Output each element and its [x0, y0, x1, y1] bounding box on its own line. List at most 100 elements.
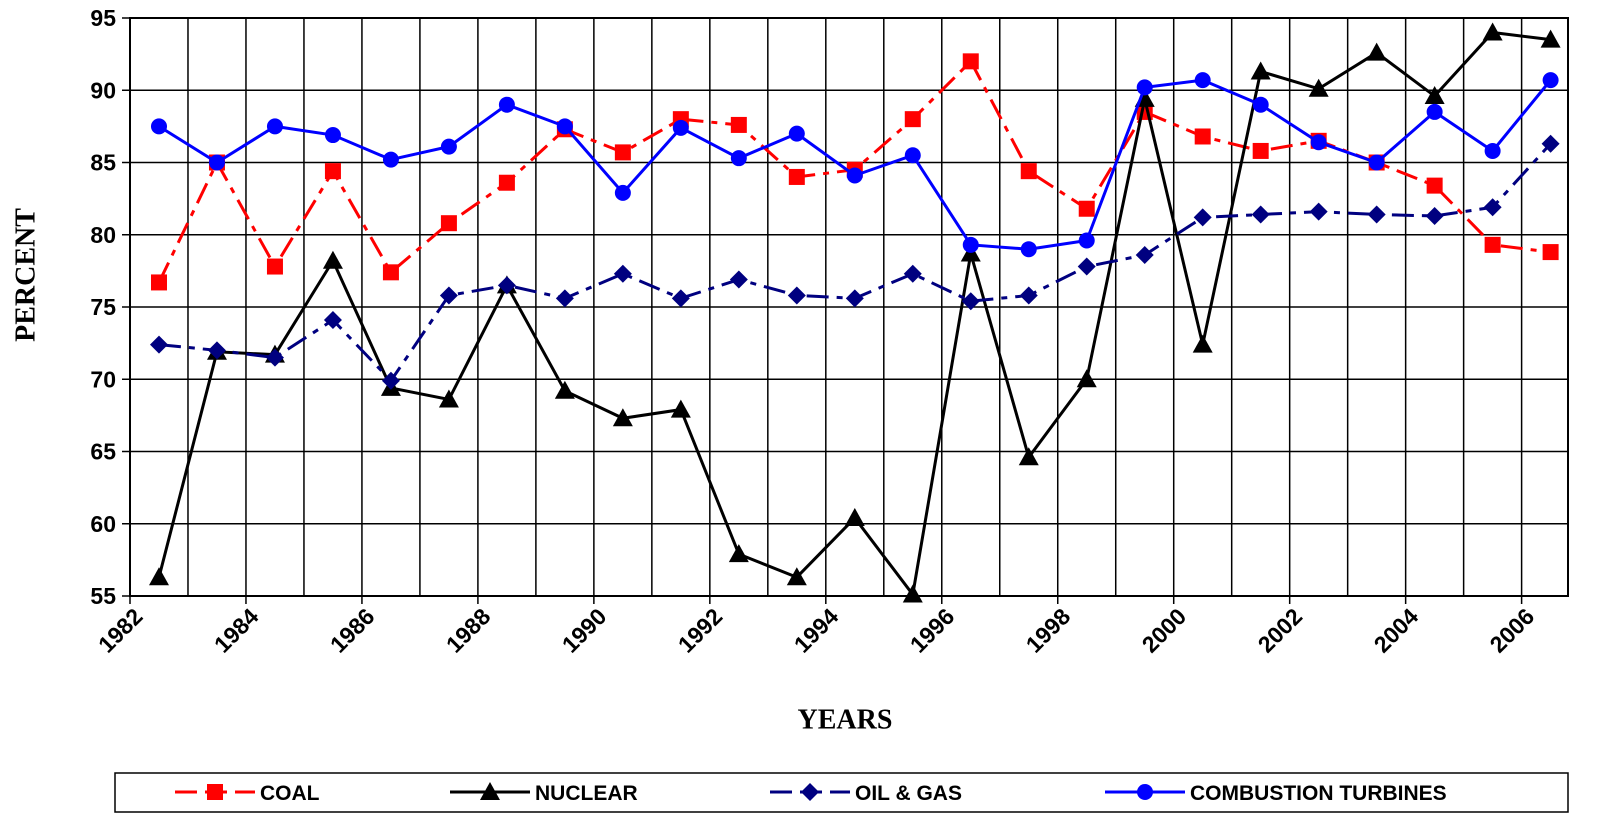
marker [1368, 154, 1385, 171]
marker [1076, 369, 1097, 388]
legend-label: COMBUSTION TURBINES [1190, 782, 1447, 805]
marker [670, 399, 691, 418]
marker [788, 168, 805, 185]
marker [671, 289, 690, 308]
marker [1367, 205, 1386, 224]
marker [1250, 61, 1271, 80]
marker [728, 544, 749, 563]
marker [266, 118, 283, 135]
legend-label: COAL [260, 782, 320, 805]
marker [498, 174, 515, 191]
marker [904, 111, 921, 128]
x-axis-title: YEARS [798, 704, 893, 735]
y-tick-label: 80 [90, 222, 116, 248]
marker [1192, 334, 1213, 353]
marker [902, 584, 923, 603]
marker [1482, 22, 1503, 41]
marker [1542, 72, 1559, 89]
y-tick-label: 75 [90, 294, 116, 320]
x-tick-label: 1988 [441, 603, 496, 658]
marker [1483, 198, 1502, 217]
marker [150, 274, 167, 291]
marker [1484, 142, 1501, 159]
marker [1078, 200, 1095, 217]
marker [962, 53, 979, 70]
marker [1542, 244, 1559, 261]
marker [1018, 447, 1039, 466]
marker [903, 264, 922, 283]
marker [729, 270, 748, 289]
x-tick-label: 1992 [673, 603, 728, 658]
marker [1020, 241, 1037, 258]
x-tick-label: 1994 [789, 603, 844, 658]
marker [148, 567, 169, 586]
x-tick-label: 1984 [209, 603, 264, 658]
x-tick-label: 1982 [93, 603, 148, 658]
marker [439, 286, 458, 305]
marker [730, 116, 747, 133]
marker [844, 507, 865, 526]
marker [1309, 202, 1328, 221]
marker [1308, 78, 1329, 97]
legend-marker [480, 782, 500, 800]
marker [672, 119, 689, 136]
marker [1425, 206, 1444, 225]
marker [1541, 134, 1560, 153]
x-tick-label: 2006 [1485, 603, 1540, 658]
y-axis-title: PERCENT [10, 208, 41, 342]
marker [1310, 134, 1327, 151]
marker [614, 144, 631, 161]
marker [1193, 208, 1212, 227]
marker [555, 289, 574, 308]
x-tick-label: 1996 [905, 603, 960, 658]
legend-marker [801, 783, 819, 801]
y-tick-label: 65 [90, 439, 116, 465]
marker [961, 292, 980, 311]
y-tick-label: 95 [90, 5, 116, 31]
marker [1540, 29, 1561, 48]
marker [1426, 177, 1443, 194]
legend-marker [1137, 784, 1153, 800]
x-tick-label: 2002 [1253, 603, 1308, 658]
marker [440, 138, 457, 155]
y-tick-label: 85 [90, 150, 116, 176]
marker [614, 184, 631, 201]
marker [962, 236, 979, 253]
marker [323, 311, 342, 330]
marker [497, 276, 516, 295]
marker [322, 250, 343, 269]
marker [324, 163, 341, 180]
marker [382, 264, 399, 281]
x-tick-label: 1990 [557, 603, 612, 658]
y-tick-label: 55 [90, 583, 116, 609]
marker [612, 408, 633, 427]
x-tick-label: 2004 [1369, 603, 1424, 658]
legend-label: NUCLEAR [535, 782, 638, 805]
y-tick-label: 70 [90, 366, 116, 392]
marker [440, 215, 457, 232]
marker [1077, 257, 1096, 276]
marker [786, 567, 807, 586]
marker [498, 96, 515, 113]
marker [149, 335, 168, 354]
marker [613, 264, 632, 283]
marker [150, 118, 167, 135]
marker [381, 371, 400, 390]
marker [382, 151, 399, 168]
marker [788, 125, 805, 142]
marker [1251, 205, 1270, 224]
marker [1078, 232, 1095, 249]
legend-marker [207, 784, 223, 800]
plot-frame [129, 17, 1569, 597]
marker [1252, 96, 1269, 113]
marker [904, 147, 921, 164]
marker [1252, 142, 1269, 159]
marker [1366, 42, 1387, 61]
marker [1426, 103, 1443, 120]
x-tick-label: 2000 [1137, 603, 1192, 658]
marker [208, 154, 225, 171]
y-tick-label: 90 [90, 77, 116, 103]
marker [1019, 286, 1038, 305]
marker [556, 118, 573, 135]
